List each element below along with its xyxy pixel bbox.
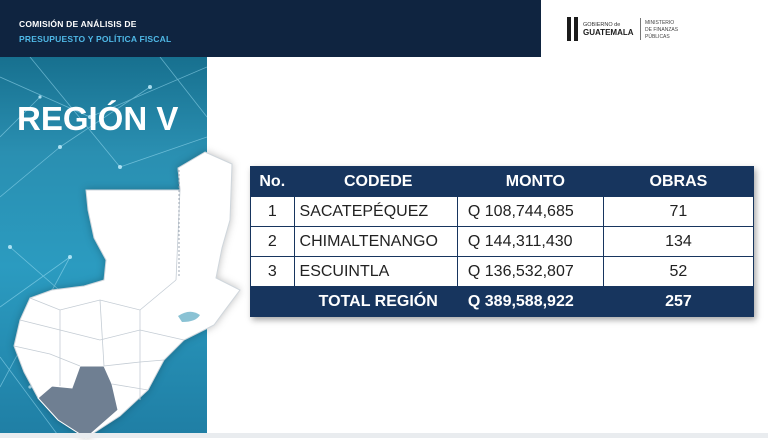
col-header-no: No. [250,166,295,197]
col-header-monto: MONTO [456,166,604,197]
cell-total-obras: 257 [602,286,755,317]
logo-min-line3: PÚBLICAS [645,33,670,40]
cell-monto: Q 144,311,430 [456,226,604,257]
logo-min-line2: DE FINANZAS [645,27,679,33]
total-row: TOTAL REGIÓN Q 389,588,922 257 [250,286,755,317]
government-logo: GOBIERNO de GUATEMALA MINISTERIO DE FINA… [557,10,707,48]
cell-monto: Q 108,744,685 [456,196,604,227]
cell-codede: SACATEPÉQUEZ [293,196,458,227]
cell-codede: CHIMALTENANGO [293,226,458,257]
cell-codede: ESCUINTLA [293,256,458,287]
table-row: 3 ESCUINTLA Q 136,532,807 52 [250,256,755,287]
cell-total-empty [250,286,295,317]
cell-obras: 134 [602,226,755,257]
cell-obras: 71 [602,196,755,227]
cell-obras: 52 [602,256,755,287]
table-row: 2 CHIMALTENANGO Q 144,311,430 134 [250,226,755,257]
table-header-row: No. CODEDE MONTO OBRAS [250,166,755,197]
region-table: No. CODEDE MONTO OBRAS 1 SACATEPÉQUEZ Q … [250,166,755,317]
cell-no: 2 [250,226,295,257]
col-header-codede: CODEDE [293,166,458,197]
col-header-obras: OBRAS [602,166,755,197]
header-line-1: COMISIÓN DE ANÁLISIS DE [19,19,137,29]
header-line-2: PRESUPUESTO Y POLÍTICA FISCAL [19,34,172,44]
logo-gob-line1: GOBIERNO de [583,22,620,28]
region-title: REGIÓN V [17,100,179,137]
cell-no: 3 [250,256,295,287]
header-bar: COMISIÓN DE ANÁLISIS DE PRESUPUESTO Y PO… [0,0,541,57]
cell-total-label: TOTAL REGIÓN [293,286,458,317]
guatemala-map [13,151,241,439]
bottom-divider [0,433,768,438]
table-row: 1 SACATEPÉQUEZ Q 108,744,685 71 [250,196,755,227]
logo-min-line1: MINISTERIO [645,20,674,26]
cell-total-monto: Q 389,588,922 [456,286,604,317]
cell-no: 1 [250,196,295,227]
cell-monto: Q 136,532,807 [456,256,604,287]
logo-gob-line2: GUATEMALA [583,28,634,37]
